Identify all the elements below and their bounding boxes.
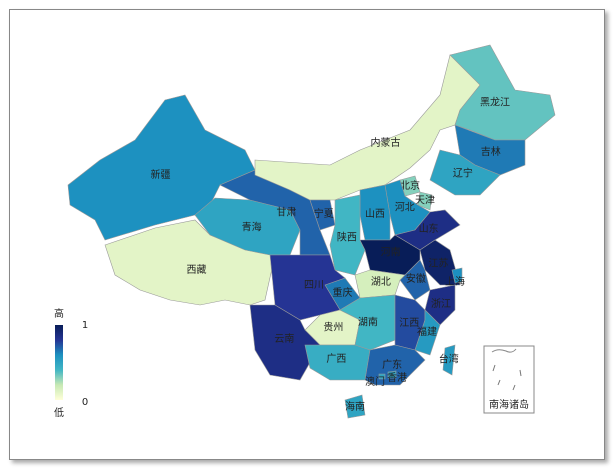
region-label: 甘肃 <box>277 206 297 219</box>
region <box>344 394 366 419</box>
region-label: 河北 <box>395 201 415 213</box>
region-label: 江西 <box>399 317 419 329</box>
region-label: 浙江 <box>431 298 451 310</box>
region-label: 贵州 <box>323 321 343 334</box>
inset-islands <box>492 364 522 391</box>
region <box>417 191 433 211</box>
region-label: 吉林 <box>481 145 501 158</box>
visual-map-max: 1 <box>82 320 88 331</box>
region-label: 江苏 <box>428 256 448 269</box>
region <box>104 219 276 306</box>
region <box>424 284 456 326</box>
region-label: 安徽 <box>406 272 426 285</box>
region-label: 福建 <box>417 325 437 338</box>
region-label: 辽宁 <box>453 167 473 180</box>
region-label: 海南 <box>345 400 365 413</box>
region-label: 湖北 <box>371 276 391 288</box>
region-label: 内蒙古 <box>371 136 401 149</box>
visual-map-bar <box>55 325 63 400</box>
region <box>387 370 397 379</box>
region-label: 陕西 <box>337 231 357 244</box>
region <box>442 344 456 376</box>
visual-map-min: 0 <box>82 397 88 408</box>
region-label: 香港 <box>387 372 407 384</box>
region-label: 西藏 <box>187 264 207 276</box>
region-label: 云南 <box>274 332 294 345</box>
region <box>414 309 441 356</box>
inset-box <box>483 345 535 414</box>
region-label: 北京 <box>400 179 420 192</box>
region-label: 新疆 <box>151 168 171 181</box>
region-label: 四川 <box>304 280 324 291</box>
inset-label: 南海诸岛 <box>489 398 529 411</box>
region <box>451 267 463 284</box>
region-label: 山西 <box>365 208 385 220</box>
region-label: 广西 <box>326 353 346 365</box>
inset-islands <box>491 348 517 353</box>
region-label: 湖南 <box>358 316 378 329</box>
region <box>194 197 301 256</box>
region-label: 河南 <box>381 246 401 259</box>
region-label: 上海 <box>445 275 465 288</box>
region-label: 山东 <box>419 222 439 235</box>
region-label: 黑龙江 <box>480 96 510 109</box>
region-label: 澳门 <box>365 375 385 388</box>
region <box>429 149 501 196</box>
visual-map-high: 高 <box>54 307 64 320</box>
region-label: 台湾 <box>439 353 459 366</box>
region <box>378 373 386 380</box>
region-label: 广东 <box>382 358 402 371</box>
region-label: 重庆 <box>333 286 353 299</box>
region-label: 宁夏 <box>314 207 334 220</box>
visual-map-low: 低 <box>54 406 64 419</box>
region-label: 青海 <box>242 221 262 234</box>
region-label: 天津 <box>415 195 435 207</box>
